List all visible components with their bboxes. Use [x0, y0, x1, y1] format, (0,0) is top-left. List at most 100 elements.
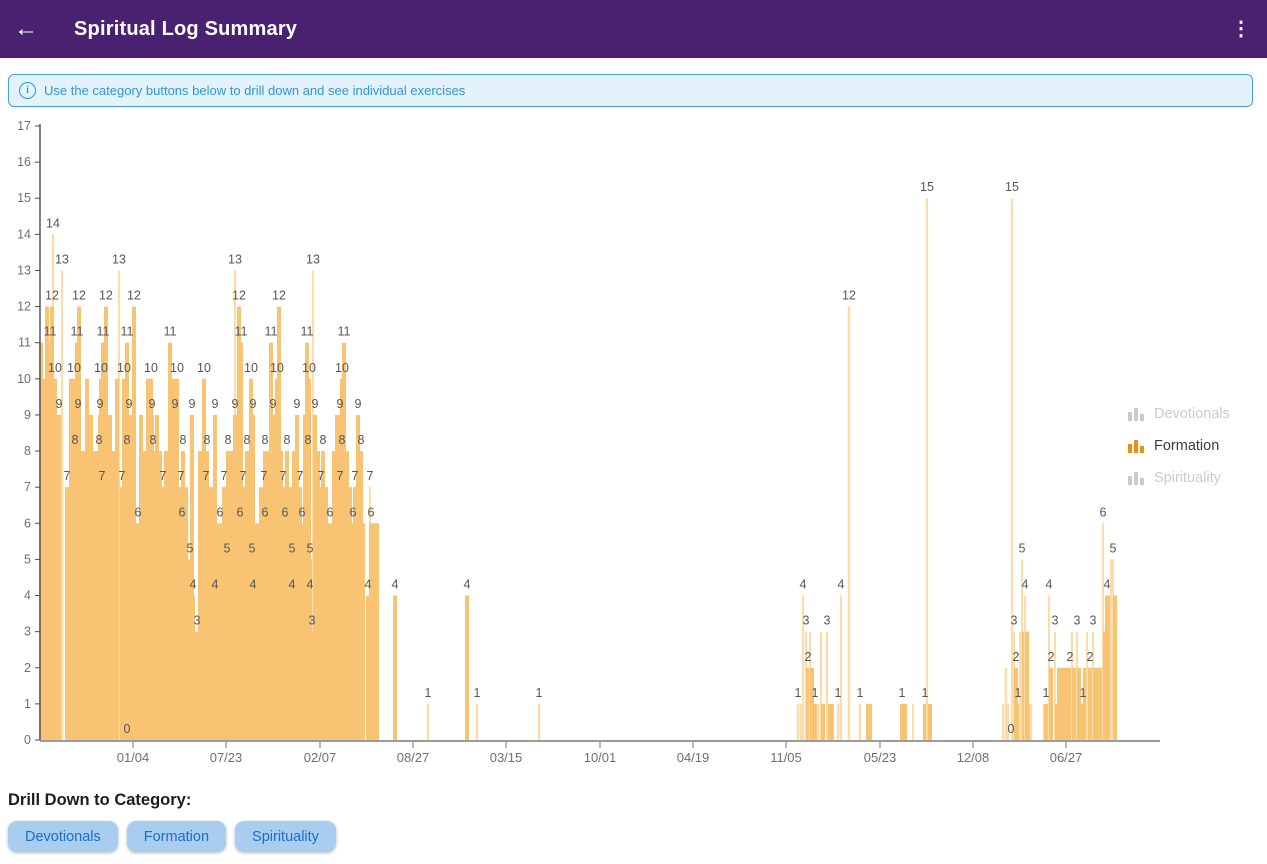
- svg-text:06/27: 06/27: [1050, 750, 1083, 765]
- svg-text:8: 8: [339, 433, 346, 447]
- svg-text:15: 15: [17, 191, 31, 205]
- bar-chart-icon: [1128, 472, 1144, 485]
- svg-text:9: 9: [75, 397, 82, 411]
- svg-text:4: 4: [464, 578, 471, 592]
- svg-text:4: 4: [1104, 578, 1111, 592]
- svg-text:11: 11: [71, 325, 84, 339]
- svg-text:8: 8: [150, 433, 157, 447]
- svg-text:7: 7: [221, 469, 228, 483]
- svg-text:05/23: 05/23: [864, 750, 897, 765]
- svg-text:10: 10: [244, 361, 258, 375]
- svg-text:8: 8: [124, 433, 131, 447]
- svg-text:1: 1: [536, 686, 543, 700]
- svg-text:3: 3: [1090, 614, 1097, 628]
- svg-text:1: 1: [24, 697, 31, 711]
- svg-text:1: 1: [857, 686, 864, 700]
- svg-text:8: 8: [358, 433, 365, 447]
- svg-text:5: 5: [1019, 541, 1026, 555]
- svg-text:6: 6: [24, 516, 31, 530]
- svg-text:11: 11: [338, 325, 351, 339]
- svg-text:6: 6: [179, 505, 186, 519]
- svg-text:10: 10: [67, 361, 81, 375]
- svg-text:10: 10: [170, 361, 184, 375]
- svg-text:7: 7: [178, 469, 185, 483]
- legend-item-formation[interactable]: Formation: [1128, 430, 1230, 462]
- info-icon: i: [19, 82, 36, 99]
- svg-text:6: 6: [282, 505, 289, 519]
- svg-text:2: 2: [1067, 650, 1074, 664]
- svg-text:9: 9: [126, 397, 133, 411]
- drill-down-heading: Drill Down to Category:: [8, 791, 192, 809]
- svg-text:9: 9: [250, 397, 257, 411]
- svg-text:13: 13: [306, 252, 320, 266]
- svg-text:12: 12: [842, 289, 856, 303]
- legend-item-devotionals[interactable]: Devotionals: [1128, 398, 1230, 430]
- svg-text:0: 0: [24, 733, 31, 747]
- category-button-formation[interactable]: Formation: [126, 821, 227, 852]
- svg-text:1: 1: [835, 686, 842, 700]
- svg-text:3: 3: [309, 614, 316, 628]
- svg-text:9: 9: [189, 397, 196, 411]
- category-button-devotionals[interactable]: Devotionals: [8, 821, 118, 852]
- svg-text:12/08: 12/08: [957, 750, 990, 765]
- svg-text:5: 5: [224, 541, 231, 555]
- svg-text:6: 6: [262, 505, 269, 519]
- svg-text:9: 9: [270, 397, 277, 411]
- svg-text:10: 10: [302, 361, 316, 375]
- svg-text:7: 7: [64, 469, 71, 483]
- svg-text:11: 11: [18, 336, 31, 350]
- svg-text:13: 13: [17, 263, 31, 277]
- svg-text:1: 1: [795, 686, 802, 700]
- bar-chart-icon: [1128, 408, 1144, 421]
- svg-text:12: 12: [99, 289, 113, 303]
- svg-text:4: 4: [800, 578, 807, 592]
- svg-text:10: 10: [335, 361, 349, 375]
- svg-text:9: 9: [97, 397, 104, 411]
- svg-text:17: 17: [17, 119, 31, 133]
- svg-text:9: 9: [149, 397, 156, 411]
- svg-text:3: 3: [1052, 614, 1059, 628]
- svg-text:02/07: 02/07: [304, 750, 337, 765]
- legend-label: Formation: [1154, 438, 1220, 454]
- category-button-spirituality[interactable]: Spirituality: [235, 821, 336, 852]
- svg-text:4: 4: [365, 578, 372, 592]
- svg-text:9: 9: [232, 397, 239, 411]
- svg-text:0: 0: [1008, 722, 1015, 736]
- svg-text:8: 8: [244, 433, 251, 447]
- svg-text:2: 2: [1087, 650, 1094, 664]
- app-bar: ← Spiritual Log Summary ⋮: [0, 0, 1267, 58]
- chart-legend: Devotionals Formation Spirituality: [1128, 398, 1230, 494]
- page-title: Spiritual Log Summary: [74, 17, 298, 40]
- svg-text:10/01: 10/01: [584, 750, 617, 765]
- svg-text:9: 9: [294, 397, 301, 411]
- svg-text:7: 7: [261, 469, 268, 483]
- svg-text:10: 10: [117, 361, 131, 375]
- overflow-menu-button[interactable]: ⋮: [1223, 5, 1259, 53]
- svg-text:1: 1: [1080, 686, 1087, 700]
- legend-label: Devotionals: [1154, 406, 1230, 422]
- svg-text:5: 5: [307, 541, 314, 555]
- bar-chart-icon: [1128, 440, 1144, 453]
- svg-text:12: 12: [272, 289, 286, 303]
- legend-item-spirituality[interactable]: Spirituality: [1128, 462, 1230, 494]
- back-button[interactable]: ←: [6, 5, 46, 53]
- svg-text:4: 4: [838, 578, 845, 592]
- svg-text:11: 11: [301, 325, 314, 339]
- svg-text:2: 2: [1048, 650, 1055, 664]
- svg-text:9: 9: [56, 397, 63, 411]
- svg-text:3: 3: [194, 614, 201, 628]
- svg-text:7: 7: [367, 469, 374, 483]
- svg-text:1: 1: [1043, 686, 1050, 700]
- svg-text:1: 1: [899, 686, 906, 700]
- svg-text:10: 10: [270, 361, 284, 375]
- svg-text:6: 6: [350, 505, 357, 519]
- svg-text:14: 14: [17, 227, 31, 241]
- svg-text:12: 12: [127, 289, 141, 303]
- svg-text:2: 2: [24, 661, 31, 675]
- svg-text:7: 7: [203, 469, 210, 483]
- svg-text:8: 8: [72, 433, 79, 447]
- svg-text:04/19: 04/19: [677, 750, 710, 765]
- svg-text:4: 4: [190, 578, 197, 592]
- svg-text:01/04: 01/04: [117, 750, 150, 765]
